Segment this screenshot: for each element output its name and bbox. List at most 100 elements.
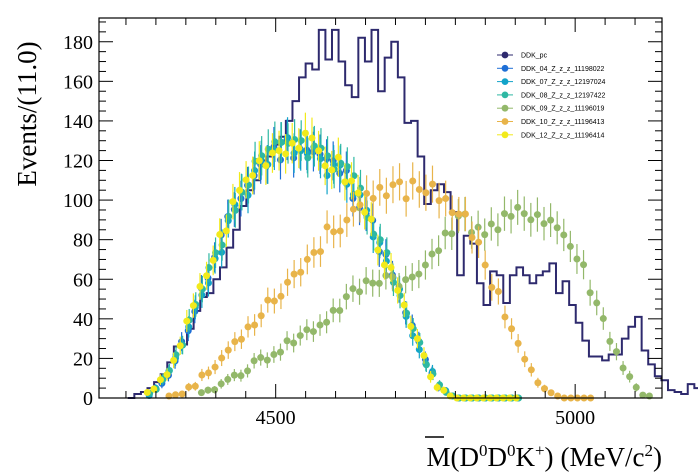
data-point — [172, 391, 180, 399]
data-point — [626, 373, 634, 381]
data-point — [301, 129, 309, 137]
x-tick-label: 5000 — [555, 407, 595, 429]
data-point — [268, 149, 276, 157]
data-point — [229, 198, 237, 206]
data-point — [304, 154, 312, 162]
data-point — [389, 181, 397, 189]
y-tick-label: 100 — [63, 190, 93, 212]
data-point — [534, 379, 542, 387]
axes: 4500 5000 0 20 40 60 80 100 120 140 160 180 — [63, 18, 662, 429]
data-point — [455, 210, 463, 218]
data-point — [639, 391, 647, 399]
legend-label: DDK_12_Z_z_z_11196414 — [521, 132, 605, 139]
data-point — [324, 152, 332, 160]
data-point — [218, 241, 226, 249]
data-point — [330, 228, 338, 236]
data-point — [284, 278, 292, 286]
data-point — [343, 163, 351, 171]
data-point — [211, 363, 219, 371]
y-tick-label: 160 — [63, 71, 93, 93]
data-point — [407, 322, 415, 330]
data-point — [501, 313, 509, 321]
data-point — [290, 270, 298, 278]
data-point — [369, 194, 377, 202]
data-point — [415, 270, 423, 278]
data-point — [264, 296, 272, 304]
data-point — [244, 181, 252, 189]
data-point — [475, 238, 483, 246]
legend-entry: DDK_pc — [497, 51, 548, 60]
data-point — [461, 210, 469, 218]
data-point — [521, 355, 529, 363]
data-point — [203, 272, 211, 280]
data-point — [540, 220, 548, 228]
y-axis-title: Events/(11.0) — [12, 41, 42, 186]
data-point — [197, 389, 205, 397]
data-point — [211, 386, 219, 394]
y-tick-label: 0 — [83, 388, 93, 410]
data-point — [237, 372, 245, 380]
data-point — [396, 178, 404, 186]
data-point — [270, 351, 278, 358]
data-point — [573, 255, 581, 263]
data-point — [176, 342, 184, 350]
y-tick-label: 140 — [63, 111, 93, 133]
data-point — [348, 177, 356, 185]
data-point — [290, 339, 298, 347]
data-point — [237, 335, 245, 343]
x-axis-title: M(D0D0K+) (MeV/c2) — [426, 441, 662, 472]
data-point — [382, 192, 390, 200]
data-point — [403, 309, 411, 317]
data-point — [222, 227, 230, 235]
data-point — [218, 354, 226, 362]
y-tick-label: 20 — [73, 348, 93, 370]
legend-label: DDK_04_Z_z_z_11198022 — [521, 66, 605, 73]
data-point — [249, 171, 257, 179]
legend: DDK_pc DDK_04_Z_z_z_11198022 DDK_07_Z_z_z_… — [497, 51, 606, 139]
data-point — [262, 162, 270, 170]
data-point — [308, 134, 316, 142]
data-point — [553, 224, 561, 232]
data-point — [619, 364, 627, 372]
x-tick-label: 4500 — [256, 407, 296, 429]
data-point — [204, 369, 212, 377]
data-point — [323, 223, 331, 231]
data-point — [310, 142, 318, 150]
legend-entry: DDK_10_Z_z_z_11196413 — [497, 118, 605, 126]
data-point — [315, 147, 323, 155]
data-point — [514, 203, 522, 211]
data-point — [448, 209, 456, 217]
legend-entry: DDK_04_Z_z_z_11198022 — [497, 64, 605, 73]
data-point — [343, 216, 351, 224]
data-point — [632, 383, 640, 391]
data-point — [374, 246, 382, 254]
data-point — [500, 210, 508, 218]
data-point — [172, 351, 180, 359]
data-point — [328, 166, 336, 174]
data-point — [276, 348, 284, 356]
data-point — [288, 139, 296, 147]
y-tick-label: 180 — [63, 32, 93, 54]
data-point — [185, 383, 193, 391]
legend-label: DDK_pc — [521, 53, 548, 60]
histogram-layer — [127, 28, 698, 399]
data-point — [441, 229, 449, 237]
data-point — [236, 186, 244, 194]
data-point — [310, 248, 318, 256]
data-point — [507, 212, 515, 220]
data-point — [428, 250, 436, 258]
data-point — [244, 367, 252, 375]
legend-label: DDK_09_Z_z_z_11196019 — [521, 106, 605, 113]
points-layer — [143, 112, 653, 402]
data-point — [435, 197, 443, 205]
data-point — [415, 185, 423, 193]
data-point — [362, 277, 370, 285]
data-point — [370, 230, 378, 238]
data-point — [566, 242, 574, 250]
data-point — [520, 210, 528, 218]
data-point — [382, 272, 390, 279]
data-point — [255, 157, 263, 165]
data-point — [487, 220, 495, 228]
data-point — [409, 177, 417, 185]
